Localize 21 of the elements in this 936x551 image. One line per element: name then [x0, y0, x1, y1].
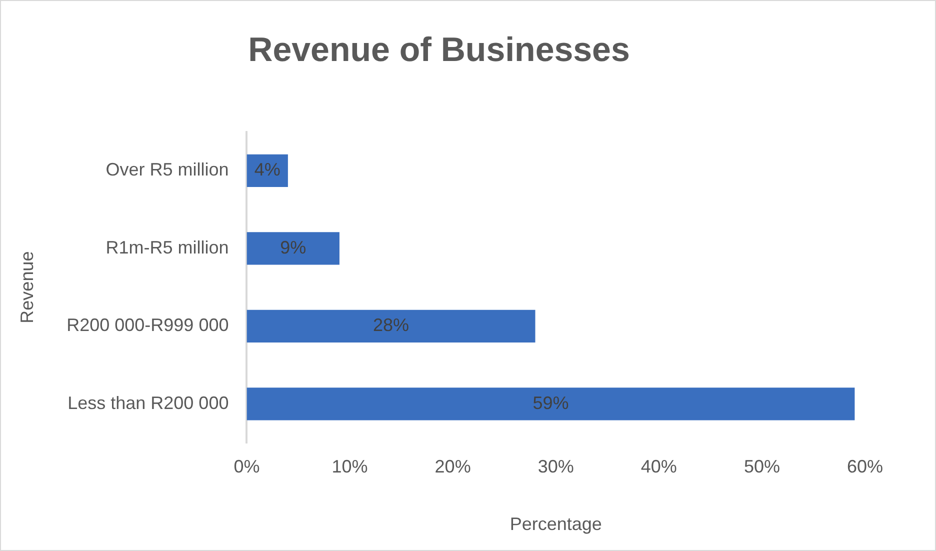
data-label: 9%	[280, 237, 306, 258]
data-label: 59%	[532, 392, 569, 413]
x-axis-title: Percentage	[510, 514, 602, 534]
x-tick-label: 10%	[332, 456, 368, 477]
bar	[246, 232, 340, 265]
y-tick-label: Over R5 million	[106, 160, 229, 180]
bar	[246, 310, 536, 343]
x-tick-label: 50%	[744, 456, 780, 477]
y-axis-title: Revenue	[16, 251, 37, 324]
x-tick-label: 20%	[434, 456, 471, 477]
chart-title: Revenue of Businesses	[248, 30, 630, 69]
y-tick-label: Less than R200 000	[68, 392, 229, 413]
x-tick-label: 0%	[234, 456, 260, 477]
x-tick-label: 60%	[846, 456, 884, 477]
x-tick-label: 30%	[538, 456, 574, 477]
y-tick-label: R1m-R5 million	[106, 237, 229, 258]
data-label: 28%	[372, 315, 410, 336]
x-tick-label: 40%	[640, 456, 677, 477]
data-label: 4%	[254, 160, 280, 180]
y-tick-label: R200 000-R999 000	[66, 315, 229, 336]
bar	[246, 388, 855, 420]
